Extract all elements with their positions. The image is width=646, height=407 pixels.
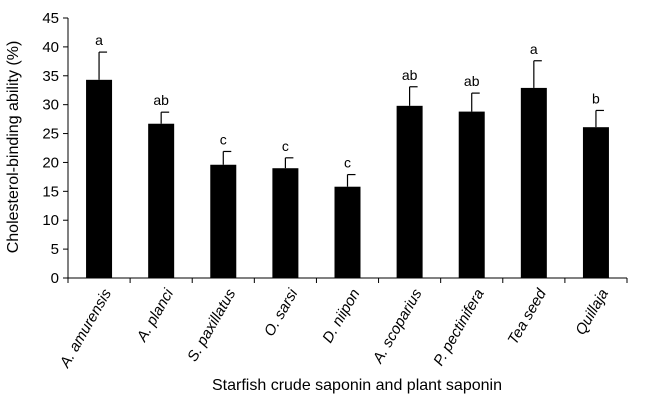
y-axis-title: Cholesterol-binding ability (%) (5, 41, 22, 254)
y-tick-label-40: 40 (42, 39, 59, 56)
category-label-5: D. niipon (319, 286, 363, 346)
significance-letter-4: c (282, 138, 289, 154)
significance-letter-2: ab (153, 92, 169, 108)
y-tick-label-0: 0 (51, 270, 59, 287)
y-tick-label-20: 20 (42, 154, 59, 171)
significance-letter-9: b (592, 90, 600, 106)
y-tick-label-5: 5 (51, 241, 59, 258)
y-tick-label-10: 10 (42, 212, 59, 229)
significance-letter-1: a (95, 32, 103, 48)
category-label-2: A. planci (133, 286, 177, 346)
significance-letter-5: c (344, 155, 351, 171)
y-tick-label-45: 45 (42, 10, 59, 27)
x-axis-title: Starfish crude saponin and plant saponin (212, 377, 502, 394)
bar-9 (582, 127, 609, 278)
bar-3 (210, 164, 237, 278)
category-label-3: S. paxillatus (184, 286, 239, 365)
bar-6 (396, 105, 423, 278)
significance-letter-7: ab (464, 73, 480, 89)
category-label-8: Tea seed (505, 286, 551, 348)
category-label-4: O. sarsi (261, 286, 302, 340)
significance-letter-8: a (530, 41, 538, 57)
bar-7 (458, 111, 485, 278)
bar-8 (520, 87, 547, 279)
y-tick-label-25: 25 (42, 126, 59, 143)
bar-2 (148, 123, 175, 278)
y-tick-label-15: 15 (42, 183, 59, 200)
bar-4 (272, 168, 299, 278)
category-label-1: A. amurensis (56, 286, 115, 372)
y-tick-label-30: 30 (42, 97, 59, 114)
significance-letter-3: c (220, 131, 227, 147)
significance-letter-6: ab (402, 67, 418, 83)
y-tick-label-35: 35 (42, 68, 59, 85)
bar-1 (86, 79, 113, 278)
category-label-7: P. pectinifera (430, 286, 488, 369)
category-label-9: Quillaja (572, 286, 612, 338)
category-label-6: A. scoparius (369, 286, 426, 367)
bar-5 (334, 186, 361, 278)
